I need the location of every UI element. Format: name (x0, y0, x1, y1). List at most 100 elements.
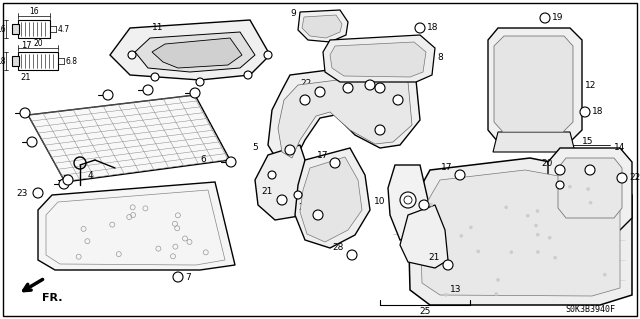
Bar (18, 52, 58, 70)
Polygon shape (110, 20, 270, 80)
Circle shape (393, 95, 403, 105)
Bar (12, 56, 19, 66)
Text: 14: 14 (614, 144, 625, 152)
Polygon shape (152, 38, 242, 68)
Circle shape (315, 87, 325, 97)
Circle shape (536, 233, 540, 236)
Polygon shape (298, 10, 348, 42)
Circle shape (300, 95, 310, 105)
Polygon shape (300, 157, 362, 242)
Polygon shape (400, 205, 448, 268)
Circle shape (277, 195, 287, 205)
Circle shape (264, 51, 272, 59)
Text: 16: 16 (430, 196, 442, 204)
Circle shape (580, 107, 590, 117)
Text: 22: 22 (301, 79, 312, 88)
Text: 13: 13 (450, 286, 461, 294)
Polygon shape (135, 32, 255, 72)
Text: 21: 21 (404, 194, 416, 203)
Text: 5: 5 (252, 144, 258, 152)
Polygon shape (488, 28, 582, 142)
Circle shape (375, 83, 385, 93)
Text: 6.8: 6.8 (66, 56, 78, 65)
Circle shape (244, 71, 252, 79)
Circle shape (128, 51, 136, 59)
Circle shape (589, 201, 592, 204)
Circle shape (419, 200, 429, 210)
Text: 21: 21 (429, 254, 440, 263)
Circle shape (510, 251, 513, 254)
Circle shape (226, 157, 236, 167)
Text: 23: 23 (17, 189, 28, 197)
Circle shape (587, 188, 589, 190)
Text: 11: 11 (152, 24, 163, 33)
Text: 17: 17 (440, 162, 452, 172)
Circle shape (469, 226, 472, 229)
Text: FR.: FR. (42, 293, 63, 303)
Circle shape (443, 260, 453, 270)
Text: 7: 7 (185, 272, 191, 281)
Polygon shape (330, 42, 426, 77)
Text: 4: 4 (88, 170, 93, 180)
Text: 16: 16 (0, 25, 6, 33)
Circle shape (143, 85, 153, 95)
Circle shape (495, 293, 498, 295)
Circle shape (477, 250, 480, 253)
Circle shape (415, 23, 425, 33)
Circle shape (536, 250, 540, 254)
Circle shape (400, 192, 416, 208)
Polygon shape (494, 36, 573, 132)
Circle shape (617, 173, 627, 183)
Circle shape (555, 165, 565, 175)
Circle shape (347, 250, 357, 260)
Polygon shape (268, 62, 420, 165)
Circle shape (59, 179, 69, 189)
Text: 8: 8 (437, 54, 443, 63)
Circle shape (460, 234, 463, 237)
Circle shape (548, 236, 551, 239)
Circle shape (444, 293, 447, 296)
Circle shape (190, 88, 200, 98)
Polygon shape (255, 145, 320, 220)
Polygon shape (302, 15, 342, 38)
Polygon shape (420, 170, 620, 296)
Text: 6: 6 (200, 155, 205, 165)
Circle shape (526, 214, 529, 217)
Circle shape (604, 273, 606, 276)
Text: 20: 20 (33, 39, 43, 48)
Polygon shape (388, 165, 428, 240)
Text: 18: 18 (0, 56, 6, 65)
Polygon shape (408, 158, 632, 305)
Circle shape (330, 158, 340, 168)
Text: 3: 3 (62, 175, 68, 184)
Polygon shape (38, 182, 235, 270)
Circle shape (343, 83, 353, 93)
Text: 21: 21 (20, 73, 31, 83)
Text: 18: 18 (427, 24, 438, 33)
Text: 17: 17 (20, 41, 31, 50)
Polygon shape (493, 132, 575, 152)
Circle shape (151, 73, 159, 81)
Circle shape (63, 175, 73, 185)
Circle shape (173, 272, 183, 282)
Text: S0K3B3940F: S0K3B3940F (565, 306, 615, 315)
Circle shape (536, 210, 539, 212)
Circle shape (268, 171, 276, 179)
Circle shape (585, 165, 595, 175)
Circle shape (313, 210, 323, 220)
Circle shape (404, 196, 412, 204)
Text: 12: 12 (585, 80, 596, 90)
Text: 22: 22 (329, 84, 340, 93)
Circle shape (20, 108, 30, 118)
Text: 15: 15 (582, 137, 594, 146)
Polygon shape (548, 148, 632, 230)
Circle shape (365, 80, 375, 90)
Text: 24: 24 (541, 181, 553, 189)
Bar (18, 20, 50, 38)
Text: 10: 10 (374, 197, 385, 206)
Circle shape (103, 90, 113, 100)
Polygon shape (558, 158, 622, 218)
Polygon shape (295, 148, 370, 248)
Polygon shape (323, 35, 435, 82)
Circle shape (556, 181, 564, 189)
